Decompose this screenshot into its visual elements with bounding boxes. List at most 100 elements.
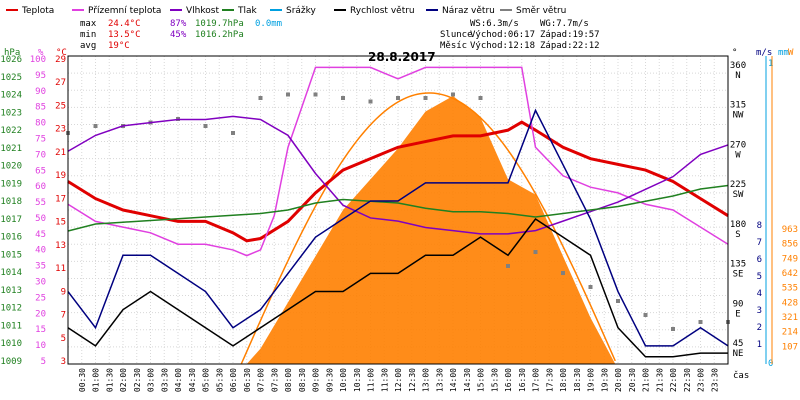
dir-tick-label: 90 [733, 299, 744, 309]
series-line-náraz-větru [67, 108, 729, 347]
hpa-tick-label: 1013 [0, 286, 22, 296]
ms-tick-label: 7 [757, 238, 762, 248]
time-tick-label: 06:00 [229, 368, 238, 392]
pct-tick-label: 100 [30, 55, 46, 65]
sun-set: Západ:19:57 [540, 30, 600, 40]
hpa-tick-label: 1012 [0, 304, 22, 314]
time-tick-label: 16:30 [518, 368, 527, 392]
hpa-tick-label: 1018 [0, 197, 22, 207]
wind-direction-point [616, 299, 620, 303]
wind-direction-point [368, 99, 373, 104]
ms-tick-label: 1 [757, 340, 762, 350]
max-rain: 0.0mm [255, 19, 282, 29]
hpa-tick-label: 1014 [0, 268, 22, 278]
legend-label: Tlak [237, 6, 258, 16]
degc-tick-label: 23 [55, 125, 66, 135]
dir-tick-label: 360 [730, 61, 746, 71]
wind-direction-point [396, 96, 400, 100]
time-tick-label: 22:30 [683, 368, 692, 392]
moon-label: Měsíc [440, 41, 467, 51]
sun-label: Slunce [440, 30, 473, 40]
ms-tick-label: 4 [757, 289, 762, 299]
pct-tick-label: 75 [35, 134, 46, 144]
wind-ws: WS:6.3m/s [470, 19, 519, 29]
time-tick-label: 03:00 [147, 368, 156, 392]
dir-tick-label: NE [733, 349, 744, 359]
legend: Teplota Přízemní teplota Vlhkost Tlak Srážky… [6, 6, 566, 16]
hpa-tick-label: 1019 [0, 179, 22, 189]
w-tick-label: 107 [782, 342, 798, 352]
series-line-vlhkost [67, 115, 729, 235]
avg-temp: 19°C [108, 41, 130, 51]
min-label: min [80, 30, 96, 40]
time-tick-label: 07:30 [270, 368, 279, 392]
wind-direction-point [341, 96, 345, 100]
w-axis-label: W [788, 48, 794, 58]
pct-tick-label: 15 [35, 325, 46, 335]
dir-tick-label: 225 [730, 180, 746, 190]
time-tick-label: 20:30 [628, 368, 637, 392]
wind-direction-point [478, 96, 483, 100]
time-tick-label: 19:30 [600, 368, 609, 392]
wind-direction-point [313, 92, 318, 97]
wind-direction-point [643, 313, 648, 317]
wind-direction-point [698, 320, 703, 324]
time-tick-label: 04:00 [174, 368, 183, 392]
wind-direction-point [506, 264, 510, 268]
mm-tick-label: 0 [768, 359, 773, 369]
wind-direction-point [588, 285, 593, 289]
wind-wg: WG:7.7m/s [540, 19, 589, 29]
legend-label: Přízemní teplota [88, 6, 161, 16]
dir-tick-label: N [735, 71, 740, 81]
time-tick-label: 00:30 [78, 368, 87, 392]
degc-tick-label: 13 [55, 241, 66, 251]
hpa-tick-label: 1016 [0, 233, 22, 243]
time-tick-label: 08:00 [284, 368, 293, 392]
legend-label: Vlhkost [186, 6, 219, 16]
time-tick-label: 23:30 [710, 368, 719, 392]
solar-radiation-area [246, 96, 616, 364]
degc-axis-label: °C [56, 48, 67, 58]
time-tick-label: 17:00 [532, 368, 541, 392]
pct-tick-label: 80 [35, 119, 46, 129]
series-line-tlak [67, 184, 729, 232]
time-tick-label: 10:00 [339, 368, 348, 392]
hpa-tick-label: 1015 [0, 250, 22, 260]
wind-direction-point [561, 271, 565, 275]
time-tick-label: 04:30 [188, 368, 197, 392]
w-tick-label: 535 [782, 284, 798, 294]
degc-tick-label: 17 [55, 194, 66, 204]
wind-direction-point [286, 92, 290, 97]
pct-tick-label: 40 [35, 246, 46, 256]
hpa-axis-label: hPa [4, 48, 20, 58]
w-tick-label: 856 [782, 240, 798, 250]
time-tick-label: 23:00 [697, 368, 706, 392]
time-tick-label: 21:00 [642, 368, 651, 392]
time-tick-label: 09:00 [312, 368, 321, 392]
time-tick-label: 19:00 [587, 368, 596, 392]
wind-direction-point [231, 131, 235, 135]
hpa-tick-label: 1021 [0, 144, 22, 154]
mm-axis-label: mm [778, 48, 789, 58]
w-tick-label: 428 [782, 298, 798, 308]
time-tick-label: 12:30 [408, 368, 417, 392]
time-tick-label: 15:00 [477, 368, 486, 392]
w-tick-label: 642 [782, 269, 798, 279]
pct-tick-label: 30 [35, 278, 46, 288]
series-line-rychlost-větru [67, 218, 728, 358]
wind-direction-point [423, 96, 428, 100]
wind-direction-point [533, 250, 538, 254]
time-axis-label: čas [733, 370, 749, 381]
time-tick-label: 05:30 [215, 368, 224, 392]
legend-label: Náraz větru [442, 6, 495, 16]
wind-direction-point [258, 96, 263, 100]
pct-tick-label: 10 [35, 341, 46, 351]
degc-tick-label: 21 [55, 148, 66, 158]
time-tick-label: 09:30 [325, 368, 334, 392]
hpa-tick-label: 1017 [0, 215, 22, 225]
pct-tick-label: 45 [35, 230, 46, 240]
wind-direction-point [203, 124, 208, 128]
ms-tick-label: 5 [757, 272, 762, 282]
pct-tick-label: 85 [35, 103, 46, 113]
